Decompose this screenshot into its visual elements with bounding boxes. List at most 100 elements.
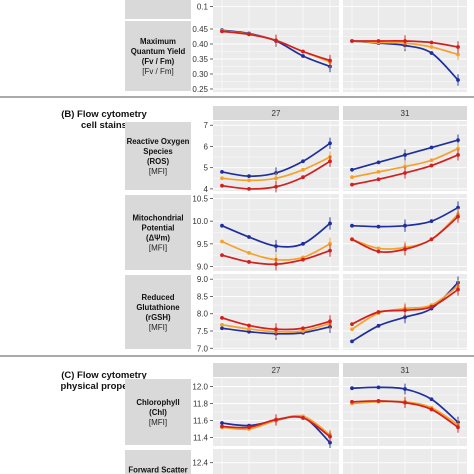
data-point-blue	[429, 397, 434, 402]
data-point-red	[456, 214, 460, 219]
row-label-line: (Chl)	[149, 408, 167, 417]
facet-strip	[343, 106, 467, 120]
data-point-red	[376, 249, 381, 254]
data-point-orange	[350, 175, 354, 180]
data-point-red	[220, 253, 224, 258]
row-label-line: [MFI]	[149, 418, 167, 427]
data-point-blue	[456, 138, 460, 142]
data-point-blue	[456, 78, 460, 82]
data-point-red	[328, 248, 332, 253]
row-label-line: [MFI]	[149, 167, 167, 176]
data-point-orange	[328, 241, 332, 246]
data-point-blue	[376, 385, 381, 390]
y-tick-label: 7.5	[197, 327, 209, 336]
y-tick-label: 11.6	[193, 417, 209, 426]
y-tick-label: 12.0	[192, 383, 208, 392]
row-label-line: Glutathione	[136, 303, 180, 312]
row-label-line: (rGSH)	[145, 313, 171, 322]
data-point-red	[328, 319, 332, 324]
facet-panel: 12.4	[192, 449, 339, 474]
y-tick-label: 7	[204, 121, 209, 130]
data-point-red	[350, 237, 354, 242]
section-title-line: (B) Flow cytometry	[61, 109, 147, 120]
row-label-line: [MFI]	[149, 244, 167, 253]
row-label-line: Forward Scatter	[128, 466, 187, 474]
data-point-red	[403, 39, 407, 43]
facet-panel	[343, 194, 467, 271]
section-title-line: (C) Flow cytometry	[61, 370, 147, 381]
facet-panel	[343, 20, 467, 92]
data-point-red	[220, 29, 224, 34]
data-point-red	[247, 32, 251, 37]
data-point-blue	[301, 159, 305, 164]
facet-panel: 9.0 9.5 10.0 10.5	[192, 194, 339, 271]
section-title-line: cell stains	[81, 120, 127, 131]
data-point-red	[301, 49, 305, 54]
data-point-red	[247, 323, 251, 328]
row-label-line: Species	[143, 147, 173, 156]
data-point-red	[301, 416, 305, 420]
data-point-orange	[220, 176, 224, 181]
data-point-red	[220, 424, 224, 429]
data-point-orange	[301, 329, 305, 333]
data-point-blue	[403, 153, 407, 157]
row-label-line: (Fv / Fm)	[142, 57, 175, 66]
data-point-blue	[247, 174, 251, 179]
y-tick-label: 4	[204, 185, 209, 194]
data-point-red	[247, 186, 251, 191]
data-point-orange	[456, 52, 460, 57]
data-point-blue	[403, 387, 407, 391]
data-point-red	[328, 434, 332, 439]
data-point-red	[350, 322, 354, 326]
data-point-orange	[247, 178, 251, 183]
y-tick-label: 7.0	[197, 344, 209, 353]
row-label-box	[125, 0, 191, 19]
facet-panel	[343, 274, 467, 350]
data-point-red	[350, 39, 354, 43]
data-point-orange	[301, 167, 305, 172]
data-point-red	[429, 40, 434, 45]
data-point-red	[456, 425, 460, 430]
y-tick-label: 12.4	[192, 459, 208, 468]
data-point-red	[247, 260, 251, 264]
facet-strip-label: 27	[272, 109, 281, 118]
data-point-blue	[403, 315, 407, 320]
facet-panel	[343, 0, 467, 20]
data-point-red	[220, 183, 224, 188]
y-tick-label: 6	[204, 142, 209, 151]
facet-panel: 31	[343, 363, 467, 446]
facet-strip-label: 31	[401, 366, 410, 375]
data-point-red	[274, 417, 278, 422]
facet-panel: 7.0 7.5 8.0 8.5 9.0	[197, 274, 339, 353]
facet-strip-label: 27	[272, 366, 281, 375]
data-point-red	[429, 163, 434, 168]
data-point-orange	[376, 170, 381, 174]
y-tick-label: 0.25	[192, 85, 208, 94]
row-label-line: Quantum Yield	[131, 47, 186, 56]
facet-panel: 0.25 0.30 0.35 0.40 0.45	[192, 20, 339, 94]
row-label-box	[125, 195, 191, 270]
data-point-red	[456, 45, 460, 49]
data-point-red	[376, 177, 381, 182]
row-label-box	[125, 379, 191, 445]
y-tick-label: 0.35	[192, 55, 208, 64]
data-point-orange	[429, 158, 434, 163]
y-tick-label: 8.5	[197, 292, 209, 301]
row-label-line: Potential	[142, 224, 175, 233]
data-point-red	[328, 159, 332, 164]
data-point-blue	[350, 223, 354, 228]
data-point-red	[429, 237, 434, 242]
data-point-blue	[220, 326, 224, 331]
data-point-orange	[350, 327, 354, 332]
data-point-blue	[376, 160, 381, 165]
row-label-box	[125, 21, 191, 91]
data-point-red	[376, 310, 381, 314]
y-tick-label: 0.40	[192, 40, 208, 49]
y-tick-label: 10.0	[192, 217, 208, 226]
data-point-red	[274, 38, 278, 43]
data-point-blue	[350, 386, 354, 391]
row-label-line: Maximum	[140, 37, 176, 46]
